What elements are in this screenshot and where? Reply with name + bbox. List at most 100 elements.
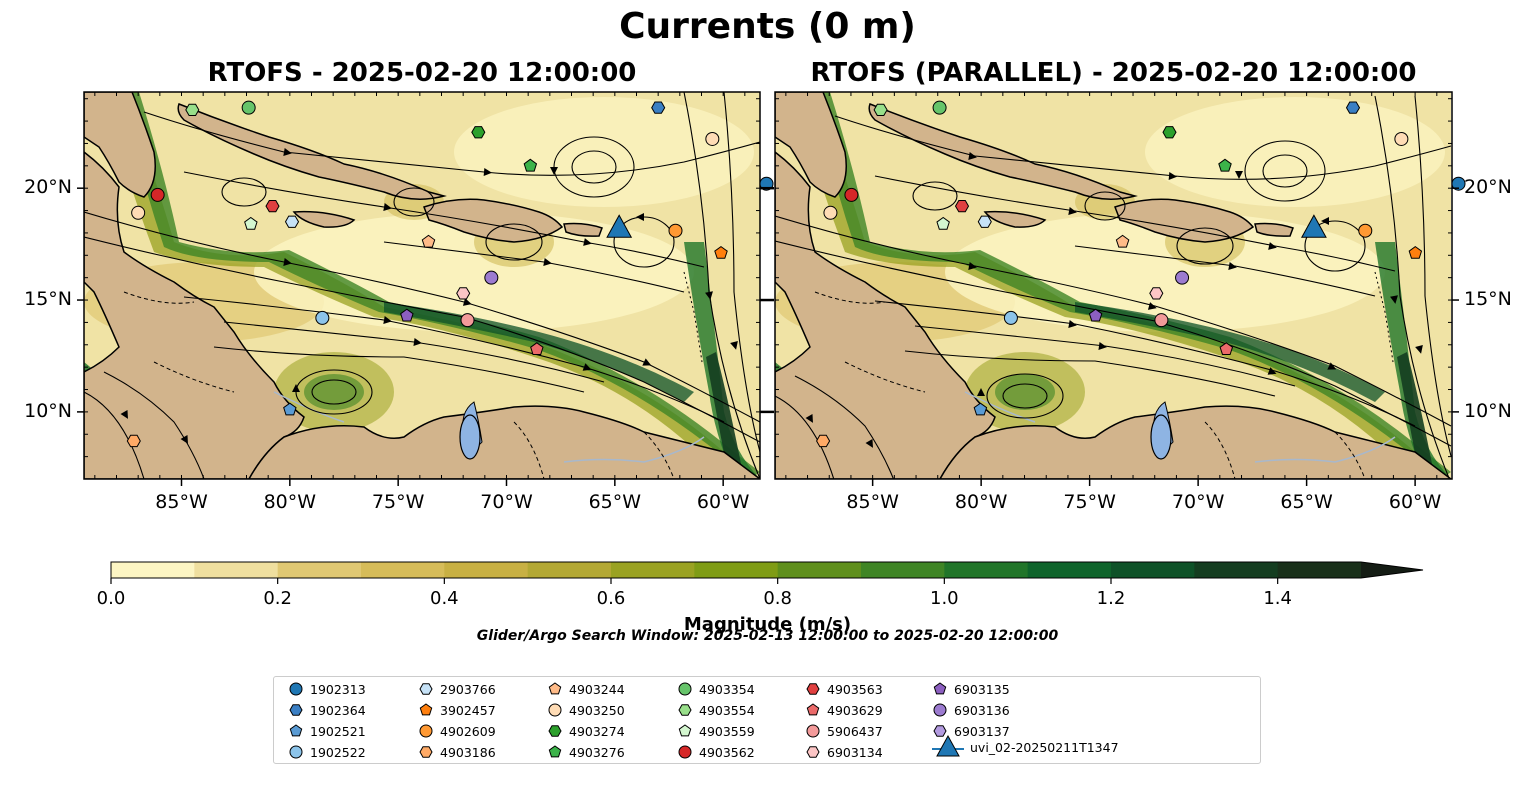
legend-item: 4903559 xyxy=(677,721,755,741)
circle-marker-icon xyxy=(289,682,303,696)
colorbar-tick-label: 0.4 xyxy=(430,588,459,609)
legend-item: 4903274 xyxy=(547,721,625,741)
colorbar-tick-label: 1.4 xyxy=(1263,588,1292,609)
float-marker-1902521 xyxy=(973,402,988,416)
hexagon-marker-icon xyxy=(419,746,433,758)
colorbar-tick-label: 0.2 xyxy=(263,588,292,609)
legend-label: 4903244 xyxy=(569,681,625,697)
lon-tick-label: 65°W xyxy=(588,491,642,513)
float-marker-1902364 xyxy=(651,101,666,114)
hexagon-marker-icon xyxy=(678,704,692,716)
lon-tick-label: 75°W xyxy=(371,491,425,513)
legend-item: uvi_02-20250211T1347 xyxy=(932,734,1119,757)
lon-tick-label: 85°W xyxy=(155,491,208,513)
legend-label: 1902313 xyxy=(310,681,366,697)
float-marker-4903186 xyxy=(816,434,831,448)
float-marker-6903135 xyxy=(400,308,414,322)
float-marker-1902522 xyxy=(1003,310,1018,325)
legend-item: 1902313 xyxy=(288,679,366,699)
lat-tick-label: 20°N xyxy=(24,176,72,199)
float-marker-1902522 xyxy=(315,310,330,325)
colorbar-cell xyxy=(277,562,362,578)
float-marker-5906437 xyxy=(1154,313,1169,328)
lon-tick-label: 70°W xyxy=(480,491,533,513)
legend-item: 3902457 xyxy=(418,700,496,720)
legend: 1902313 1902364 1902521 1902522 2903766 39024… xyxy=(273,676,1261,764)
legend-label: 4903629 xyxy=(827,702,883,718)
panel-title-rtofs-parallel: RTOFS (PARALLEL) - 2025-02-20 12:00:00 xyxy=(810,58,1417,88)
float-marker-4903563 xyxy=(954,200,970,213)
float-marker-4903244 xyxy=(1115,234,1130,248)
float-marker-uvi_02-20250211T1347 xyxy=(606,214,633,238)
legend-item: 1902521 xyxy=(288,721,366,741)
float-marker-1902364 xyxy=(1345,101,1361,114)
pentagon-marker-icon xyxy=(419,703,433,716)
float-marker-4903554 xyxy=(185,103,200,116)
legend-item: 4903629 xyxy=(805,700,883,720)
float-marker-6903135 xyxy=(1088,308,1103,322)
colorbar-cell xyxy=(1111,562,1195,578)
colorbar-cell xyxy=(527,562,612,578)
figure-title: Currents (0 m) xyxy=(619,6,916,47)
float-marker-4903554 xyxy=(873,103,888,116)
colorbar-tick-label: 1.0 xyxy=(930,588,959,609)
lon-tick-label: 65°W xyxy=(1280,491,1333,513)
float-marker-4903244 xyxy=(421,234,436,248)
legend-item: 5906437 xyxy=(805,721,883,741)
pentagon-marker-icon xyxy=(289,724,303,737)
panel-frame-left xyxy=(83,91,761,480)
colorbar-cell xyxy=(694,562,779,578)
tick-marks xyxy=(77,92,1459,486)
circle-marker-icon xyxy=(806,724,820,738)
legend-label: 4903276 xyxy=(569,744,625,760)
lat-tick-label: 10°N xyxy=(1464,399,1512,422)
float-marker-1902313 xyxy=(1451,176,1466,191)
lon-tick-label: 60°W xyxy=(696,491,750,513)
colorbar-cell xyxy=(111,562,195,578)
legend-item: 4902609 xyxy=(418,721,496,741)
colorbar-label: Magnitude (m/s) xyxy=(683,614,852,635)
float-marker-4903274 xyxy=(471,126,486,139)
panel-frame-right xyxy=(774,91,1453,480)
legend-label: 1902522 xyxy=(310,744,366,760)
legend-item: 4903554 xyxy=(677,700,755,720)
float-marker-4903250 xyxy=(131,205,146,220)
colorbar-tick-label: 0.6 xyxy=(596,588,626,609)
float-marker-4903562 xyxy=(844,187,859,202)
float-marker-4902609 xyxy=(668,223,683,238)
pentagon-marker-icon xyxy=(548,682,562,695)
float-marker-4903629 xyxy=(1219,342,1234,355)
colorbar-cell xyxy=(944,562,1029,578)
lat-tick-label: 15°N xyxy=(1464,288,1512,311)
legend-label: 6903134 xyxy=(827,744,883,760)
legend-label: 4903563 xyxy=(827,681,883,697)
circle-marker-icon xyxy=(933,703,947,717)
legend-item: 6903137 xyxy=(932,721,1010,741)
circle-marker-icon xyxy=(548,703,562,717)
legend-item: 6903136 xyxy=(932,700,1010,720)
hexagon-marker-icon xyxy=(806,683,820,695)
colorbar-cell xyxy=(1027,562,1112,578)
legend-label: 1902521 xyxy=(310,723,366,739)
legend-label: 4902609 xyxy=(440,723,496,739)
float-marker-uvi_02-20250211T1347 xyxy=(1300,214,1327,238)
circle-marker-icon xyxy=(678,682,692,696)
float-marker-4903250 xyxy=(1394,131,1409,146)
legend-label: 2903766 xyxy=(440,681,496,697)
hexagon-marker-icon xyxy=(419,683,433,695)
pentagon-marker-icon xyxy=(548,745,562,758)
legend-label: 6903136 xyxy=(954,702,1010,718)
legend-item: 1902522 xyxy=(288,742,366,762)
pentagon-marker-icon xyxy=(806,703,820,716)
float-marker-6903136 xyxy=(1175,270,1190,285)
legend-item: 4903354 xyxy=(677,679,755,699)
float-marker-4903559 xyxy=(936,216,950,230)
legend-label: 4903354 xyxy=(699,681,755,697)
search-window-text: Glider/Argo Search Window: 2025-02-13 12… xyxy=(476,628,1059,644)
hexagon-marker-icon xyxy=(933,725,947,737)
colorbar xyxy=(110,561,1424,584)
legend-label: 6903137 xyxy=(954,723,1010,739)
legend-label: 1902364 xyxy=(310,702,366,718)
colorbar-cell xyxy=(1194,562,1279,578)
